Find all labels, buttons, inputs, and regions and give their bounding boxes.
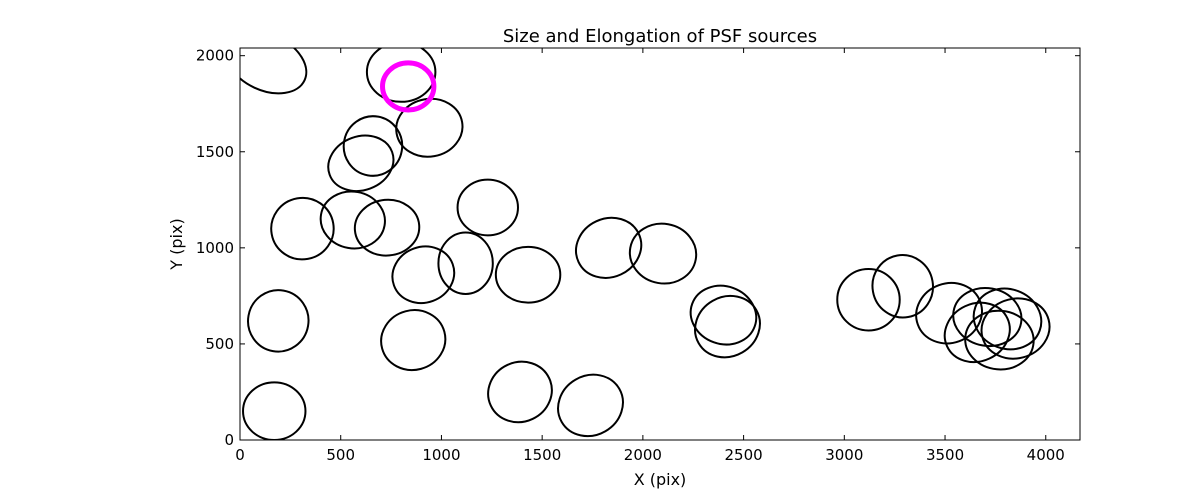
source-ellipse	[943, 301, 1011, 364]
y-axis-ticks: 0 500 1000 1500 2000	[196, 47, 1080, 449]
x-tick-label: 500	[326, 446, 355, 464]
source-ellipse	[689, 284, 758, 346]
highlighted-source-ellipse	[380, 60, 437, 113]
x-axis-label: X (pix)	[634, 470, 687, 489]
x-tick-label: 3000	[825, 446, 863, 464]
x-tick-label: 2000	[624, 446, 662, 464]
source-ellipse	[456, 178, 519, 237]
source-ellipse	[240, 48, 308, 95]
y-tick-label: 500	[205, 335, 234, 353]
x-tick-label: 2500	[725, 446, 763, 464]
chart-title: Size and Elongation of PSF sources	[503, 26, 817, 47]
y-axis-label: Y (pix)	[167, 218, 186, 270]
x-axis-ticks: 0 500 1000 1500 2000 2500 3000 3500 4000	[235, 48, 1065, 464]
source-ellipse	[270, 196, 335, 261]
source-ellipse	[628, 222, 698, 285]
x-tick-label: 4000	[1027, 446, 1065, 464]
plot-frame	[239, 47, 1081, 441]
source-ellipse	[353, 198, 421, 257]
y-tick-label: 1000	[196, 239, 234, 257]
y-tick-label: 2000	[196, 47, 234, 65]
source-ellipse	[972, 287, 1043, 351]
source-ellipse	[494, 245, 562, 304]
source-ellipse	[694, 294, 761, 359]
source-ellipse	[952, 287, 1023, 348]
source-ellipse	[575, 216, 643, 279]
x-tick-label: 1500	[523, 446, 561, 464]
ellipse-layer	[240, 48, 1051, 440]
source-ellipse	[487, 360, 553, 424]
x-tick-label: 0	[235, 446, 245, 464]
source-ellipse	[242, 381, 307, 440]
source-ellipse	[871, 254, 934, 319]
source-ellipse	[319, 190, 386, 250]
source-ellipse	[365, 48, 437, 103]
source-ellipse	[395, 97, 464, 158]
source-ellipse	[247, 289, 310, 353]
source-ellipse	[557, 373, 624, 438]
source-ellipse	[327, 134, 395, 193]
source-ellipse	[836, 267, 901, 332]
x-tick-label: 3500	[926, 446, 964, 464]
source-ellipse	[980, 297, 1051, 360]
source-ellipse	[380, 309, 447, 372]
x-tick-label: 1000	[422, 446, 460, 464]
source-ellipse	[391, 245, 456, 305]
y-tick-label: 1500	[196, 143, 234, 161]
source-ellipse	[437, 231, 494, 295]
y-tick-label: 0	[224, 431, 234, 449]
source-ellipse	[342, 115, 404, 177]
